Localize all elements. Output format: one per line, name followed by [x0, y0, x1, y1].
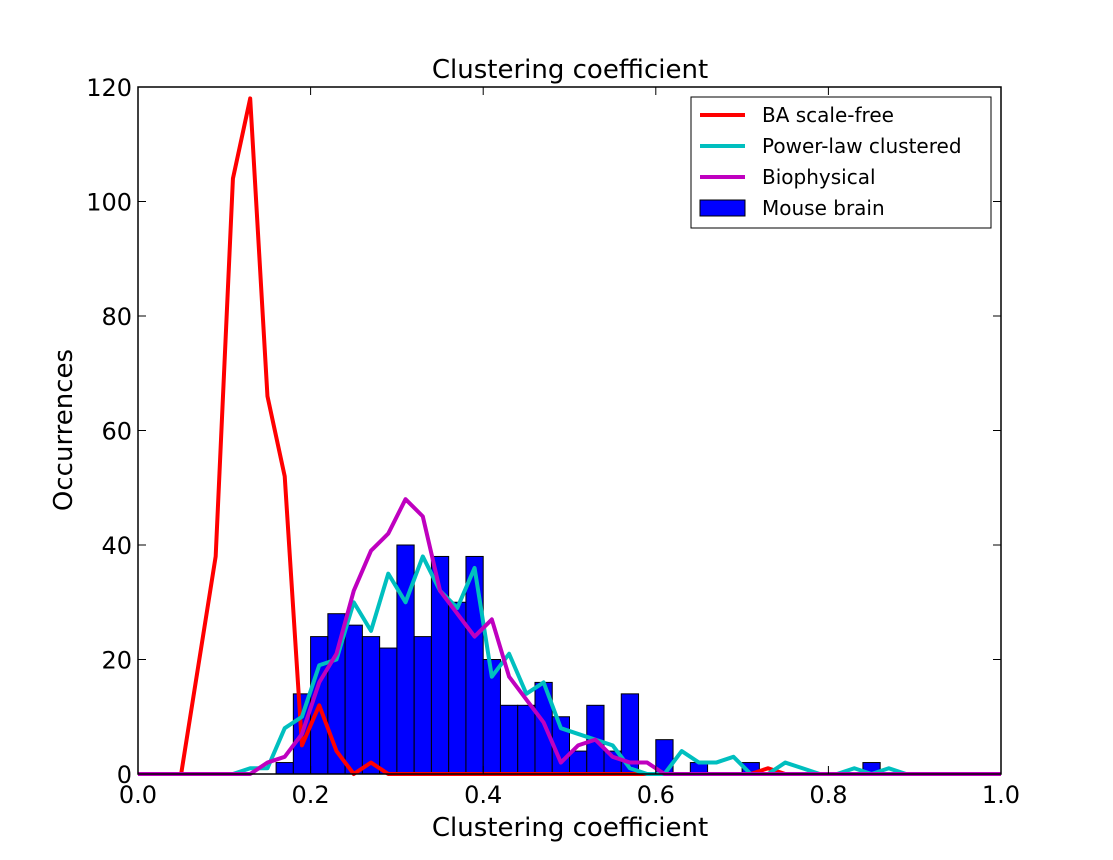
x-tick-label: 0.2 — [292, 781, 330, 809]
y-tick-label: 20 — [101, 647, 132, 675]
x-tick-label: 0.8 — [809, 781, 847, 809]
x-tick-label: 0.6 — [637, 781, 675, 809]
histogram-bar-17 — [569, 750, 588, 775]
x-tick-label: 0.4 — [464, 781, 502, 809]
histogram-bar-4 — [344, 624, 363, 775]
histogram-bar-5 — [361, 636, 381, 775]
histogram-bar-14 — [517, 704, 536, 775]
y-tick-label: 0 — [117, 761, 132, 789]
histogram-bar-0 — [275, 762, 294, 775]
y-tick-label: 80 — [101, 303, 132, 331]
y-tick-label: 60 — [101, 418, 132, 446]
chart-title: Clustering coefficient — [432, 55, 708, 85]
histogram-bar-10 — [448, 601, 467, 775]
series-line-biophysical — [138, 497, 1001, 776]
x-tick-label: 1.0 — [982, 781, 1020, 809]
histogram-bar-6 — [379, 647, 398, 775]
histogram-bar-11 — [465, 555, 484, 775]
histogram-bar-13 — [499, 704, 519, 775]
y-tick-label: 40 — [101, 532, 132, 560]
x-axis-label: Clustering coefficient — [432, 813, 708, 843]
axis-ticks: 0.0 0.2 0.4 0.6 0.8 1.0 0 20 40 60 80 100 120 — [86, 74, 1020, 809]
legend-swatch-mouse-brain — [699, 199, 746, 217]
y-axis-label: Occurrences — [49, 349, 79, 511]
legend-label: Power-law clustered — [762, 134, 962, 158]
x-tick-label: 0.0 — [119, 781, 157, 809]
y-tick-label: 120 — [86, 74, 132, 102]
legend: BA scale-free Power-law clustered Biophysi… — [690, 96, 992, 229]
legend-label: Mouse brain — [762, 196, 885, 220]
histogram-bar-8 — [413, 636, 432, 775]
y-tick-label: 100 — [86, 189, 132, 217]
legend-label: BA scale-free — [762, 103, 894, 127]
histogram-bar-7 — [396, 544, 415, 775]
histogram-bars — [275, 544, 881, 775]
legend-label: Biophysical — [762, 165, 876, 189]
